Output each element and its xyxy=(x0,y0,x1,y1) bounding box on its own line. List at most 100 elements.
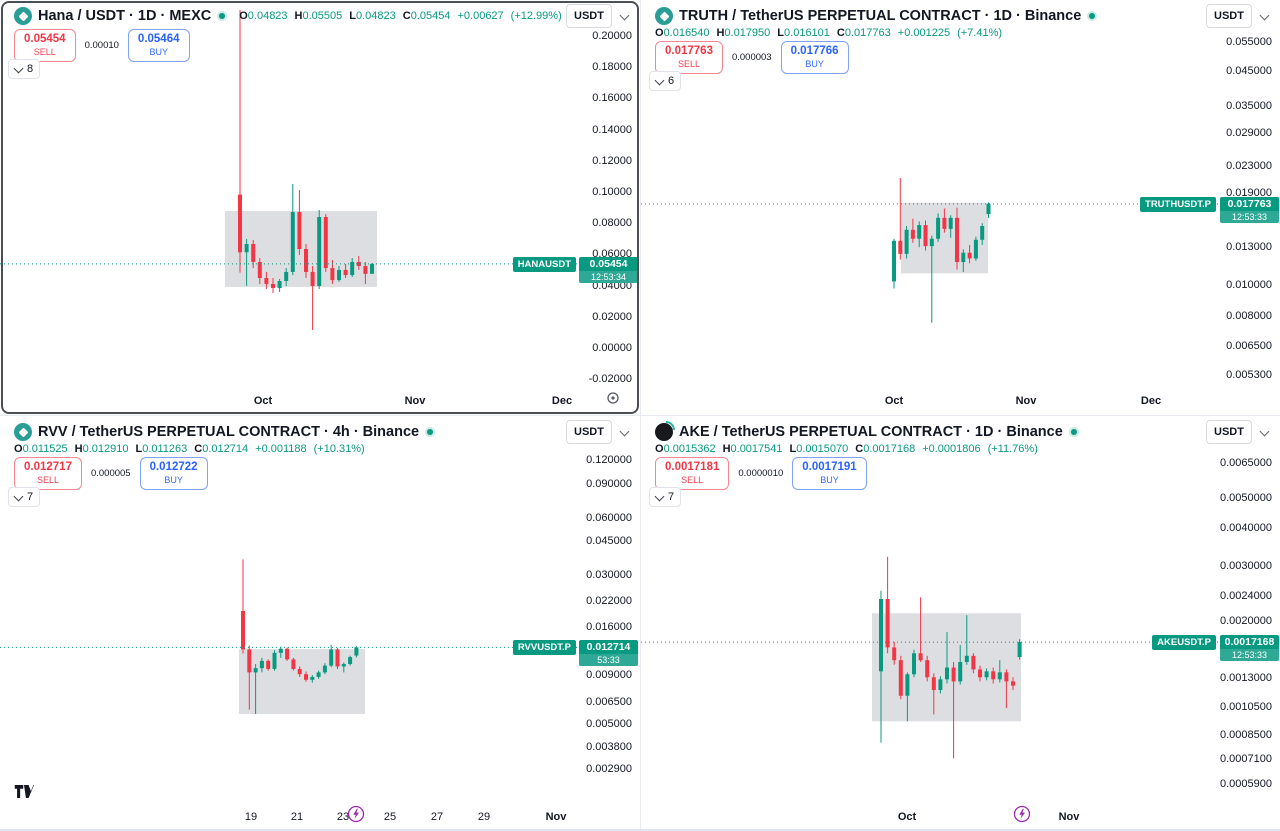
price-tick: 0.019000 xyxy=(1226,187,1272,200)
spread-value: 0.000005 xyxy=(90,467,131,479)
time-tick: 27 xyxy=(430,811,444,823)
market-status-dot-icon xyxy=(1089,13,1096,19)
price-tick: 0.0020000 xyxy=(1220,614,1272,627)
price-axis[interactable]: 0.20000 0.18000 0.16000 0.14000 0.12000 0.100… xyxy=(578,0,640,415)
market-status-dot-icon xyxy=(427,429,434,435)
symbol-title[interactable]: AKE / TetherUS PERPETUAL CONTRACT · 1D ·… xyxy=(679,424,1063,440)
object-tree-toggle[interactable]: 7 xyxy=(649,487,682,507)
currency-dropdown[interactable]: USDT xyxy=(566,420,612,444)
object-tree-toggle[interactable]: 7 xyxy=(8,487,41,507)
spread-value: 0.0000010 xyxy=(738,467,784,479)
candlestick-plot[interactable] xyxy=(641,0,1280,386)
ohlc-values: O0.011525 H0.012910 L0.011263 C0.012714 … xyxy=(14,443,365,455)
last-price-label: 0.0017168 12:53:33 xyxy=(1220,635,1279,662)
symbol-logo-icon xyxy=(655,421,675,441)
lightning-icon[interactable] xyxy=(347,805,365,828)
lightning-icon[interactable] xyxy=(1013,805,1031,828)
price-tick: 0.030000 xyxy=(586,569,632,582)
candlestick-plot[interactable] xyxy=(641,416,1280,804)
price-tick: 0.008000 xyxy=(1226,310,1272,323)
time-tick: Oct xyxy=(253,395,273,407)
time-tick: 19 xyxy=(244,811,258,823)
chevron-down-icon xyxy=(13,491,24,501)
price-tick: 0.010000 xyxy=(1226,278,1272,291)
buy-button[interactable]: 0.012722 BUY xyxy=(139,457,208,490)
price-tick: 0.016000 xyxy=(586,621,632,634)
price-axis[interactable]: 0.0065000 0.0050000 0.0040000 0.0030000 0.00… xyxy=(1218,416,1280,831)
currency-dropdown[interactable]: USDT xyxy=(1206,420,1252,444)
price-tick: 0.12000 xyxy=(592,154,632,167)
sell-button[interactable]: 0.017763 SELL xyxy=(655,41,723,74)
price-tick: 0.20000 xyxy=(592,29,632,42)
price-tick: 0.006500 xyxy=(586,696,632,709)
sell-button[interactable]: 0.05454 SELL xyxy=(14,29,76,62)
price-tick: 0.005000 xyxy=(586,717,632,730)
price-tick: 0.009000 xyxy=(586,669,632,682)
time-axis[interactable]: Oct Nov xyxy=(641,803,1280,831)
chevron-down-icon xyxy=(654,75,665,85)
time-tick: Nov xyxy=(1058,811,1080,823)
last-price-label: 0.05454 12:53:34 xyxy=(579,256,638,283)
symbol-logo-icon xyxy=(14,7,32,25)
price-tick: 0.090000 xyxy=(586,477,632,490)
chart-header: AKE / TetherUS PERPETUAL CONTRACT · 1D ·… xyxy=(641,416,1280,507)
chart-pane-hana: 0.20000 0.18000 0.16000 0.14000 0.12000 0.100… xyxy=(0,0,640,415)
time-tick: Nov xyxy=(545,811,567,823)
tradingview-logo-icon[interactable] xyxy=(14,784,34,804)
time-tick: Oct xyxy=(884,395,904,407)
price-tick: 0.022000 xyxy=(586,594,632,607)
time-axis[interactable]: Oct Nov Dec xyxy=(641,387,1280,415)
ohlc-values: O0.04823 H0.05505 L0.04823 C0.05454 +0.0… xyxy=(239,10,562,22)
price-tick: 0.0030000 xyxy=(1220,560,1272,573)
price-tick: 0.08000 xyxy=(592,217,632,230)
candlestick-plot[interactable] xyxy=(0,416,640,804)
price-tick: 0.14000 xyxy=(592,123,632,136)
time-tick: 21 xyxy=(290,811,304,823)
price-tick: 0.0007100 xyxy=(1220,753,1272,766)
price-scale-settings-icon[interactable] xyxy=(606,391,620,410)
currency-dropdown[interactable]: USDT xyxy=(566,4,612,28)
price-tick: 0.002900 xyxy=(586,763,632,776)
price-tick: 0.16000 xyxy=(592,92,632,105)
price-tick: 0.0008500 xyxy=(1220,729,1272,742)
object-tree-toggle[interactable]: 6 xyxy=(649,71,682,91)
candlestick-plot[interactable] xyxy=(0,0,640,386)
price-axis[interactable]: 0.120000 0.090000 0.060000 0.045000 0.030000… xyxy=(578,416,640,831)
chart-header: Hana / USDT · 1D · MEXC O0.04823 H0.0550… xyxy=(0,0,640,79)
symbol-title[interactable]: TRUTH / TetherUS PERPETUAL CONTRACT · 1D… xyxy=(679,8,1082,24)
ohlc-values: O0.016540 H0.017950 L0.016101 C0.017763 … xyxy=(655,27,1003,39)
symbol-logo-icon xyxy=(14,423,32,441)
symbol-badge: HANAUSDT xyxy=(512,256,576,272)
buy-button[interactable]: 0.017766 BUY xyxy=(780,41,849,74)
price-tick: 0.02000 xyxy=(592,310,632,323)
market-status-dot-icon xyxy=(1070,429,1077,435)
buy-button[interactable]: 0.05464 BUY xyxy=(127,29,190,62)
buy-button[interactable]: 0.0017191 BUY xyxy=(792,457,867,490)
price-tick: 0.0065000 xyxy=(1220,456,1272,469)
price-tick: 0.005300 xyxy=(1226,368,1272,381)
price-tick: 0.035000 xyxy=(1226,100,1272,113)
time-axis[interactable]: Oct Nov Dec xyxy=(0,387,640,415)
time-tick: 25 xyxy=(383,811,397,823)
market-status-dot-icon xyxy=(219,13,226,19)
price-tick: 0.0010500 xyxy=(1220,700,1272,713)
price-tick: 0.18000 xyxy=(592,61,632,74)
currency-dropdown[interactable]: USDT xyxy=(1206,4,1252,28)
price-axis[interactable]: 0.055000 0.045000 0.035000 0.029000 0.023000… xyxy=(1218,0,1280,415)
price-tick: 0.013000 xyxy=(1226,241,1272,254)
chevron-down-icon xyxy=(654,491,665,501)
spread-value: 0.000003 xyxy=(731,51,772,63)
chart-pane-truth: 0.055000 0.045000 0.035000 0.029000 0.023000… xyxy=(640,0,1280,415)
symbol-title[interactable]: RVV / TetherUS PERPETUAL CONTRACT · 4h ·… xyxy=(38,424,420,440)
symbol-title[interactable]: Hana / USDT · 1D · MEXC xyxy=(38,8,212,24)
object-tree-toggle[interactable]: 8 xyxy=(8,59,41,79)
time-tick: 23 xyxy=(336,811,350,823)
sell-button[interactable]: 0.012717 SELL xyxy=(14,457,82,490)
symbol-badge: TRUTHUSDT.P xyxy=(1140,196,1216,212)
price-tick: 0.00000 xyxy=(592,342,632,355)
time-tick: Dec xyxy=(551,395,573,407)
spread-value: 0.00010 xyxy=(84,39,119,51)
time-axis[interactable]: 19 21 23 25 27 29 Nov xyxy=(0,803,640,831)
sell-button[interactable]: 0.0017181 SELL xyxy=(655,457,730,490)
